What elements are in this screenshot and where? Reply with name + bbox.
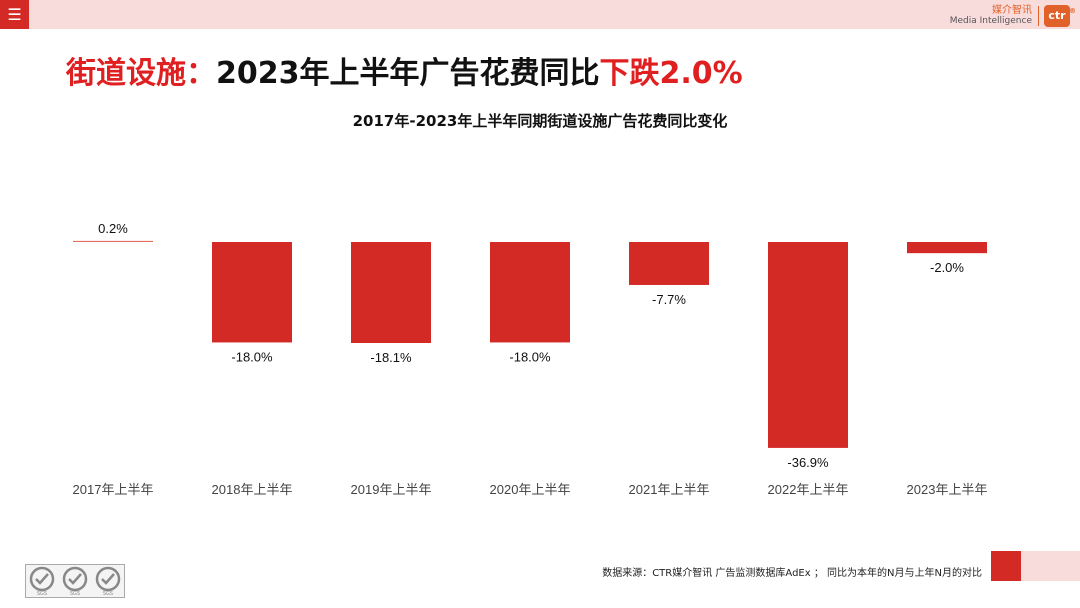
- brand-name-cn: 媒介智讯: [992, 5, 1032, 16]
- bar-2018年上半年: [212, 242, 292, 343]
- page-headline: 街道设施：2023年上半年广告花费同比下跌2.0%: [66, 48, 743, 92]
- x-tick-label: 2021年上半年: [629, 482, 710, 497]
- brand-logo-area: 媒介智讯 Media Intelligence ctr ®: [950, 3, 1076, 29]
- brand-name-en: Media Intelligence: [949, 16, 1032, 26]
- data-source-note: 数据来源：CTR媒介智讯 广告监测数据库AdEx ； 同比为本年的N月与上年N月…: [602, 568, 982, 579]
- x-tick-label: 2020年上半年: [490, 482, 571, 497]
- brand-separator: [1038, 6, 1039, 26]
- footer-pink-block: [1020, 551, 1080, 581]
- chart-title: 2017年-2023年上半年同期街道设施广告花费同比变化: [352, 112, 728, 130]
- x-tick-label: 2023年上半年: [907, 482, 988, 497]
- x-tick-label: 2018年上半年: [212, 482, 293, 497]
- bar-2022年上半年: [768, 242, 848, 448]
- data-label: -7.7%: [652, 292, 686, 307]
- brand-text: 媒介智讯 Media Intelligence: [950, 5, 1032, 27]
- data-label: -18.0%: [231, 349, 273, 364]
- bar-2020年上半年: [490, 242, 570, 343]
- bar-2019年上半年: [351, 242, 431, 343]
- sgs-certification-icon: SGS: [29, 566, 55, 597]
- bar-2023年上半年: [907, 242, 987, 254]
- footer-red-block: [991, 551, 1021, 581]
- bar-2021年上半年: [629, 242, 709, 285]
- x-tick-label: 2017年上半年: [73, 482, 154, 497]
- x-tick-label: 2019年上半年: [351, 482, 432, 497]
- sgs-certification-icon: SGS: [62, 566, 88, 597]
- headline-highlight: 下跌2.0%: [599, 56, 743, 91]
- data-label: -36.9%: [787, 455, 829, 470]
- ctr-logo-icon: ctr ®: [1044, 5, 1076, 27]
- sgs-label: SGS: [37, 591, 47, 597]
- registered-mark: ®: [1069, 7, 1076, 15]
- menu-icon[interactable]: ☰: [0, 0, 29, 29]
- headline-middle: 2023年上半年广告花费同比: [216, 56, 600, 91]
- headline-topic: 街道设施：: [66, 56, 216, 91]
- ctr-logo-text: ctr: [1048, 9, 1066, 22]
- sgs-label: SGS: [70, 591, 80, 597]
- sgs-label: SGS: [103, 591, 113, 597]
- data-label: -18.1%: [370, 350, 412, 365]
- certification-badges: SGS SGS SGS: [25, 564, 125, 598]
- sgs-certification-icon: SGS: [95, 566, 121, 597]
- data-label: -2.0%: [930, 260, 964, 275]
- bar-2017年上半年: [73, 240, 153, 242]
- x-tick-label: 2022年上半年: [768, 482, 849, 497]
- data-label: -18.0%: [509, 349, 551, 364]
- top-bar: ☰ 媒介智讯 Media Intelligence ctr ®: [0, 0, 1080, 29]
- data-label: 0.2%: [98, 221, 128, 236]
